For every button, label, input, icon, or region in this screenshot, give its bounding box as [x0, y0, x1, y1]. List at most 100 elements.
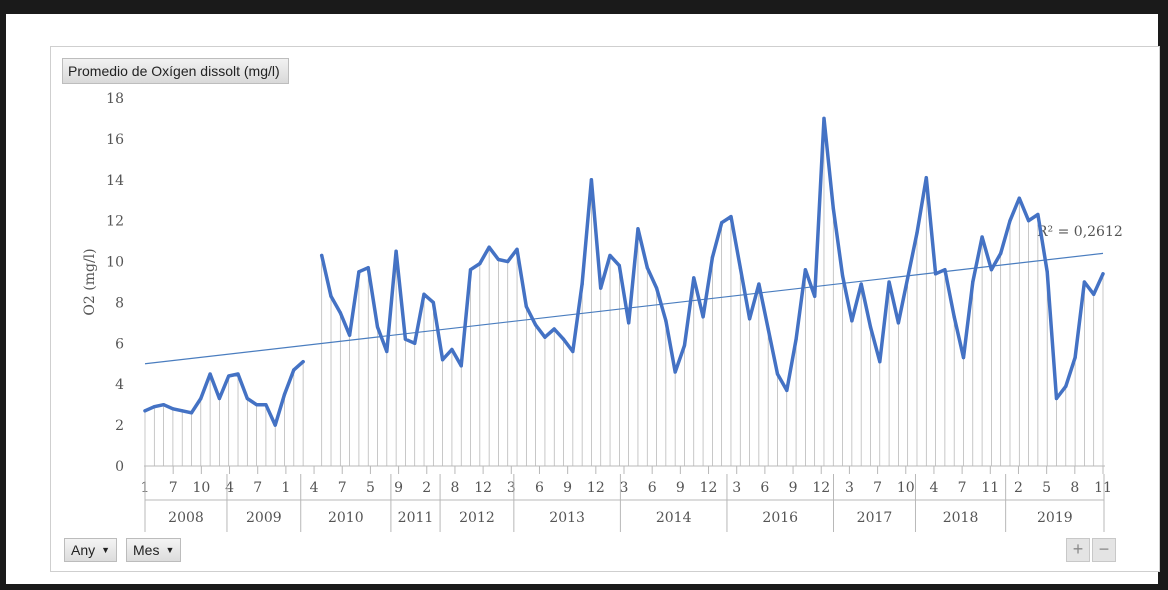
data-point [794, 337, 798, 341]
data-point [673, 370, 677, 374]
x-tick-label: 12 [587, 480, 605, 496]
x-tick-label: 5 [1042, 480, 1051, 496]
data-point [710, 255, 714, 260]
data-point [217, 396, 222, 401]
data-point [552, 327, 556, 331]
x-tick-label: 7 [169, 480, 178, 496]
x-tick-label: 5 [366, 480, 375, 496]
data-point [394, 249, 398, 253]
data-point [1064, 384, 1068, 388]
data-point [943, 268, 947, 272]
filter-any-button[interactable]: Any ▼ [64, 538, 118, 562]
x-tick-label: 6 [760, 480, 769, 496]
y-tick-label: 12 [106, 214, 124, 230]
year-label: 2011 [398, 510, 434, 526]
year-label: 2016 [762, 510, 798, 526]
filter-mes-button[interactable]: Mes ▼ [126, 538, 182, 562]
x-tick-label: 2 [422, 480, 431, 496]
y-tick-label: 4 [115, 377, 124, 393]
data-point [999, 251, 1003, 255]
data-point [478, 262, 482, 266]
data-point [189, 411, 194, 415]
data-point [1092, 292, 1096, 296]
data-point [720, 221, 724, 225]
x-tick-label: 11 [1094, 480, 1112, 496]
data-point [701, 315, 705, 319]
x-tick-label: 7 [873, 480, 882, 496]
data-point [887, 280, 891, 284]
x-tick-label: 4 [310, 480, 319, 496]
data-point [1045, 270, 1049, 274]
y-tick-label: 8 [115, 295, 124, 311]
data-point [273, 423, 277, 427]
x-tick-label: 12 [474, 480, 492, 496]
data-point [534, 323, 538, 327]
data-point [171, 407, 175, 411]
x-tick-label: 7 [253, 480, 262, 496]
data-point [515, 247, 519, 251]
data-point [980, 235, 984, 239]
x-tick-label: 3 [507, 480, 516, 496]
data-point [441, 358, 445, 362]
data-point [1026, 219, 1031, 223]
data-point [785, 388, 789, 392]
zoom-in-button[interactable]: + [1066, 538, 1090, 562]
data-point [264, 403, 268, 407]
data-point [989, 268, 993, 272]
x-tick-label: 9 [394, 480, 403, 496]
data-point [924, 176, 928, 180]
data-point [450, 347, 454, 352]
x-tick-label: 9 [676, 480, 685, 496]
y-tick-label: 2 [115, 418, 124, 434]
data-point [431, 300, 435, 305]
data-point [1101, 272, 1105, 276]
data-point [403, 337, 408, 341]
x-tick-label: 8 [450, 480, 459, 496]
x-tick-label: 3 [620, 480, 629, 496]
data-point [896, 321, 900, 325]
data-point [608, 253, 612, 258]
data-point [822, 116, 826, 121]
data-point [1036, 212, 1040, 217]
zoom-out-button[interactable]: − [1092, 538, 1116, 562]
data-point [180, 409, 184, 413]
data-point [329, 294, 333, 298]
data-point [255, 403, 259, 407]
y-tick-label: 6 [115, 336, 124, 352]
data-point [813, 294, 817, 298]
r-squared-label: R² = 0,2612 [1037, 224, 1123, 240]
dropdown-caret-icon: ▼ [101, 545, 111, 555]
data-point [282, 392, 287, 397]
chart-title[interactable]: Promedio de Oxígen dissolt (mg/l) [62, 58, 289, 84]
data-point [320, 253, 324, 258]
data-point [292, 368, 296, 372]
data-point [878, 360, 882, 364]
data-point [961, 356, 966, 360]
data-point [599, 286, 603, 290]
data-point [627, 321, 631, 325]
data-point [236, 372, 240, 376]
data-point [747, 317, 752, 321]
data-point [859, 282, 863, 286]
data-point [1082, 280, 1086, 284]
x-tick-label: 12 [700, 480, 718, 496]
chart-panel [50, 46, 1160, 572]
x-tick-label: 3 [845, 480, 854, 496]
data-point [766, 327, 770, 331]
data-point [915, 231, 919, 235]
data-point [729, 214, 733, 219]
data-point [682, 343, 687, 347]
year-label: 2017 [857, 510, 893, 526]
y-axis-label: O2 (mg/l) [82, 248, 98, 315]
data-point [589, 178, 594, 182]
data-point [803, 268, 807, 272]
year-label: 2013 [549, 510, 585, 526]
data-point [413, 341, 417, 345]
data-point [636, 227, 640, 231]
data-point [645, 266, 649, 270]
year-label: 2009 [246, 510, 282, 526]
trendline [144, 252, 1104, 365]
data-point [152, 405, 156, 409]
x-tick-label: 4 [929, 480, 938, 496]
